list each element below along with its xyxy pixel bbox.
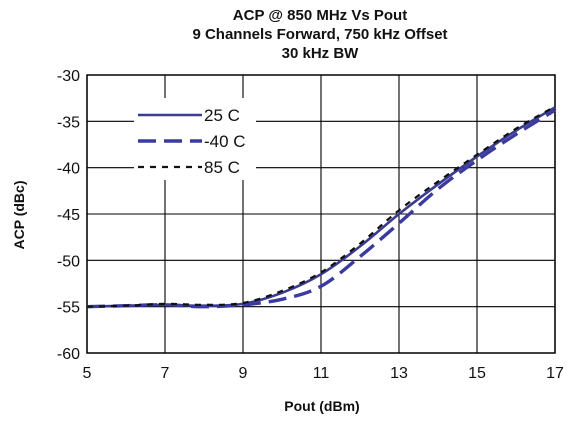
x-tick-label: 5: [83, 365, 92, 382]
series-line-2: [86, 108, 556, 309]
x-tick-label: 9: [239, 365, 248, 382]
y-axis-label: ACP (dBc): [11, 181, 27, 250]
title-line-2: 9 Channels Forward, 750 kHz Offset: [192, 26, 447, 43]
y-tick-label: -40: [57, 161, 80, 178]
series: [86, 105, 556, 309]
y-tick-label: -55: [57, 300, 80, 317]
x-tick-label: 15: [468, 365, 486, 382]
axis-ticks: 5 7 9 11 13 15 17 -30 -35 -40 -45 -50 -55 -60: [57, 68, 564, 382]
series-line-3: [86, 105, 556, 308]
x-axis-label: Pout (dBm): [284, 398, 359, 414]
legend-label: -40 C: [204, 132, 246, 151]
title-line-1: ACP @ 850 MHz Vs Pout: [233, 7, 407, 24]
y-tick-label: -45: [57, 207, 80, 224]
x-tick-label: 13: [390, 365, 408, 382]
x-tick-label: 11: [313, 365, 330, 382]
chart-title: ACP @ 850 MHz Vs Pout 9 Channels Forward…: [192, 7, 447, 62]
y-tick-label: -35: [57, 114, 80, 131]
y-tick-label: -60: [57, 346, 80, 363]
x-tick-label: 17: [546, 365, 564, 382]
title-line-3: 30 kHz BW: [282, 45, 360, 62]
plot-area: [86, 74, 556, 354]
y-tick-label: -50: [57, 253, 80, 270]
legend-label: 25 C: [204, 106, 240, 125]
y-tick-label: -30: [57, 68, 80, 85]
legend-label: 85 C: [204, 158, 240, 177]
x-tick-label: 7: [161, 365, 170, 382]
legend: 25 C -40 C 85 C: [134, 98, 256, 180]
